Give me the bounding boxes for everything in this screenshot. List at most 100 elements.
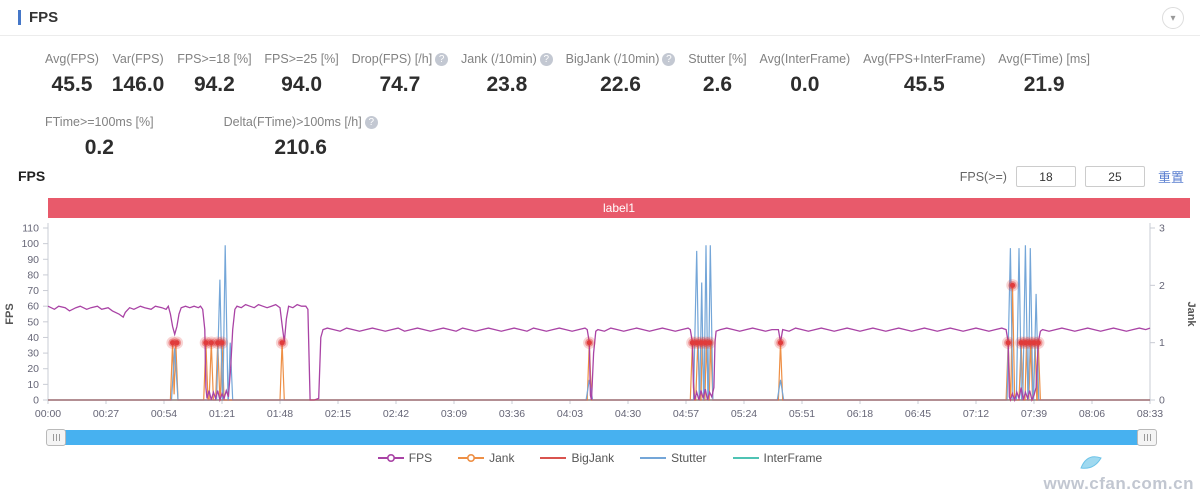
reset-link[interactable]: 重置 [1157,170,1184,185]
svg-text:01:21: 01:21 [209,408,235,420]
legend-item-interframe[interactable]: InterFrame [732,451,822,465]
svg-text:0: 0 [33,395,39,407]
svg-text:08:06: 08:06 [1079,408,1105,420]
stat-fps-25: FPS>=25 [%] 94.0 [264,52,338,97]
stat-label: Avg(FTime) [ms] [998,52,1090,66]
legend-glyph-stutter [640,457,667,459]
datazoom-handle-left[interactable] [46,429,66,446]
help-icon[interactable]: ? [539,53,553,66]
collapse-button[interactable]: ▾ [1162,7,1184,29]
chart-header: FPS FPS(>=) 重置 [0,166,1200,192]
stat-value: 210.6 [274,136,327,159]
stat-label: BigJank (/10min)? [566,52,676,66]
svg-text:07:39: 07:39 [1021,408,1047,420]
chart-legend: FPS Jank BigJank Stutter InterFrame [0,451,1200,465]
chevron-down-icon: ▾ [1170,12,1176,24]
svg-text:20: 20 [27,363,39,375]
svg-text:00:54: 00:54 [151,408,177,420]
datazoom-handle-right[interactable] [1137,429,1157,446]
stat-label: Delta(FTime)>100ms [/h]? [224,115,378,129]
svg-text:02:42: 02:42 [383,408,409,420]
stat-label: Avg(FPS+InterFrame) [863,52,986,66]
stat-value: 45.5 [51,73,93,96]
page-header: FPS ▾ [0,0,1200,36]
svg-text:3: 3 [1159,223,1165,235]
svg-text:06:45: 06:45 [905,408,931,420]
svg-text:03:09: 03:09 [441,408,467,420]
stat-label: Avg(InterFrame) [759,52,851,66]
svg-text:02:15: 02:15 [325,408,351,420]
stat-delta-ftime-100ms-h: Delta(FTime)>100ms [/h]? 210.6 [224,115,378,160]
fps-threshold-controls: FPS(>=) 重置 [960,166,1184,187]
stat-value: 23.8 [486,73,528,96]
svg-text:FPS: FPS [4,303,16,324]
legend-item-stutter[interactable]: Stutter [640,451,707,465]
stat-avg-fps-interframe: Avg(FPS+InterFrame) 45.5 [863,52,985,97]
legend-item-fps[interactable]: FPS [377,451,433,465]
fps-threshold-input-2[interactable] [1084,166,1145,187]
stat-value: 2.6 [702,73,733,96]
stat-value: 74.7 [379,73,421,96]
svg-text:01:48: 01:48 [267,408,293,420]
stat-value: 94.0 [281,73,323,96]
svg-text:70: 70 [27,285,39,297]
legend-glyph-jank [458,453,485,463]
chart-label-banner-text: label1 [602,201,636,215]
stat-avg-fps: Avg(FPS) 45.5 [45,52,99,97]
svg-text:50: 50 [27,316,39,328]
stat-jank-10min: Jank (/10min)? 23.8 [461,52,553,97]
stat-value: 0.2 [84,136,114,159]
chart-label-banner: label1 [48,198,1190,218]
legend-label: Stutter [671,451,707,465]
fps-chart: 0 10 20 30 40 50 60 70 80 90 100 110 0 1 2 3 00:00 00:27 0… [4,223,1197,421]
svg-text:10: 10 [27,379,39,391]
stat-label: Stutter [%] [688,52,747,66]
svg-text:100: 100 [21,238,39,250]
svg-text:0: 0 [1159,395,1165,407]
stats-panel: Avg(FPS) 45.5 Var(FPS) 146.0 FPS>=18 [%] 94.2… [0,36,1200,160]
svg-text:110: 110 [22,223,39,235]
svg-text:03:36: 03:36 [499,408,525,420]
stat-label: FPS>=25 [%] [264,52,339,66]
stat-value: 0.0 [790,73,820,96]
fps-threshold-label: FPS(>=) [959,169,1007,184]
help-icon[interactable]: ? [662,53,676,66]
stats-row-1: Avg(FPS) 45.5 Var(FPS) 146.0 FPS>=18 [%] 94.2… [45,52,1090,97]
fps-threshold-input-1[interactable] [1015,166,1076,187]
help-icon[interactable]: ? [364,116,378,129]
stat-value: 94.2 [193,73,235,96]
stat-value: 146.0 [111,73,165,96]
svg-text:05:24: 05:24 [731,408,757,420]
stat-value: 22.6 [600,73,641,96]
svg-text:05:51: 05:51 [789,408,815,420]
svg-text:04:57: 04:57 [673,408,699,420]
stat-value: 21.9 [1023,73,1065,96]
svg-text:07:12: 07:12 [963,408,989,420]
stat-bigjank-10min: BigJank (/10min)? 22.6 [566,52,676,97]
svg-text:90: 90 [27,254,39,266]
stat-value: 45.5 [903,73,945,96]
stat-label: Jank (/10min)? [461,52,553,66]
stat-label: FPS>=18 [%] [177,52,252,66]
stat-var-fps: Var(FPS) 146.0 [112,52,165,97]
svg-text:Jank: Jank [1185,301,1197,327]
legend-label: FPS [408,451,433,465]
stat-fps-18: FPS>=18 [%] 94.2 [177,52,251,97]
stat-label: Drop(FPS) [/h]? [352,52,449,66]
svg-text:06:18: 06:18 [847,408,873,420]
stat-drop-fps-h: Drop(FPS) [/h]? 74.7 [352,52,449,97]
svg-text:80: 80 [27,269,39,281]
page-title: FPS [18,10,58,25]
legend-glyph-fps [377,453,404,463]
stats-row-2: FTime>=100ms [%] 0.2 Delta(FTime)>100ms [/… [45,115,1090,160]
help-icon[interactable]: ? [435,53,449,66]
legend-item-bigjank[interactable]: BigJank [540,451,614,465]
stat-label: FTime>=100ms [%] [45,115,154,129]
chart-section-title: FPS [18,168,46,184]
datazoom-track[interactable] [46,429,1157,446]
legend-item-jank[interactable]: Jank [458,451,514,465]
stat-label: Avg(FPS) [45,52,99,66]
svg-text:2: 2 [1159,280,1165,292]
stat-avg-ftime-ms: Avg(FTime) [ms] 21.9 [998,52,1090,97]
legend-glyph-bigjank [540,457,567,459]
